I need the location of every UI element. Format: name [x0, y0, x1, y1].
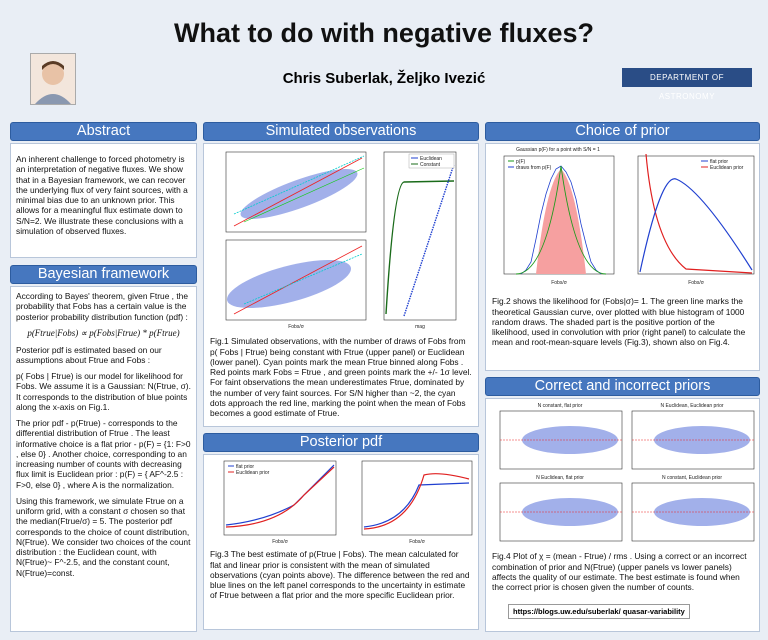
figure-3: flat prior Euclidean prior Fobs/σ Fobs/σ — [223, 460, 473, 545]
paragraph: According to Bayes' theorem, given Ftrue… — [16, 291, 188, 322]
prior-body: Gaussian p(F) for a point with S/N = 1 p… — [485, 143, 760, 371]
right-panel: Euclidean Constant mag — [383, 151, 457, 330]
panel-title: N constant, flat prior — [538, 403, 583, 409]
simulated-body: Fobs/σ Euclidean Constant mag Fig.1 Simu… — [203, 143, 479, 427]
axis-label: Fobs/σ — [409, 539, 426, 545]
legend-label: draws from p(F) — [516, 165, 552, 171]
section-heading: Correct and incorrect priors — [485, 377, 760, 396]
posterior-body: flat prior Euclidean prior Fobs/σ Fobs/σ… — [203, 454, 479, 630]
caption: Fig.2 shows the likelihood for (Fobs|σ)=… — [492, 296, 746, 348]
paragraph: An inherent challenge to forced photomet… — [16, 154, 188, 236]
priors-body: N constant, flat prior N Euclidean, Eucli… — [485, 398, 760, 632]
caption: Fig.3 The best estimate of p(Ftrue | Fob… — [210, 549, 470, 601]
lower-panel — [225, 239, 367, 321]
author-photo — [30, 53, 76, 105]
figure-2: Gaussian p(F) for a point with S/N = 1 p… — [503, 147, 755, 286]
link[interactable]: https://blogs.uw.edu/suberlak/ quasar-va… — [508, 604, 690, 619]
axis-label: mag — [415, 324, 425, 330]
paragraph: Posterior pdf is estimated based on our … — [16, 344, 162, 365]
axis-label: Fobs/σ — [551, 280, 568, 286]
legend-label: flat prior — [710, 159, 728, 165]
formula: p(Ftrue|Fobs) ∝ p(Fobs|Ftrue) * p(Ftrue) — [27, 327, 180, 338]
section-heading: Choice of prior — [485, 122, 760, 141]
panel-title: N Euclidean, flat prior — [536, 475, 584, 481]
affiliation-logo: DEPARTMENT OF ASTRONOMY — [622, 68, 752, 101]
figure-1: Fobs/σ Euclidean Constant mag — [225, 151, 457, 330]
axis-label: Fobs/σ — [288, 324, 305, 330]
legend-label: Euclidean prior — [236, 470, 270, 476]
legend-label: Constant — [420, 162, 441, 168]
axis-label: Fobs/σ — [272, 539, 289, 545]
panel-title: N Euclidean, Euclidean prior — [660, 403, 723, 409]
paragraph: p( Fobs | Ftrue) is our model for likeli… — [16, 371, 191, 412]
upper-panel — [225, 151, 367, 233]
legend-label: flat prior — [236, 464, 254, 470]
abstract-body: An inherent challenge to forced photomet… — [10, 143, 197, 258]
figure-4: N constant, flat prior N Euclidean, Eucli… — [499, 403, 755, 542]
legend-label: p(F) — [516, 159, 526, 165]
axis-label: Fobs/σ — [688, 280, 705, 286]
section-heading: Posterior pdf — [203, 433, 479, 452]
panel-title: N constant, Euclidean prior — [662, 475, 722, 481]
authors: Chris Suberlak, Željko Ivezić — [282, 70, 486, 87]
bayesian-body: According to Bayes' theorem, given Ftrue… — [10, 286, 197, 632]
section-heading: Abstract — [10, 122, 197, 141]
caption: Fig.4 Plot of χ = (mean - Ftrue) / rms .… — [492, 551, 747, 592]
paragraph: The prior pdf - p(Ftrue) - corresponds t… — [16, 418, 191, 490]
paragraph: Using this framework, we simulate Ftrue … — [16, 495, 191, 578]
panel-title: Gaussian p(F) for a point with S/N = 1 — [516, 147, 600, 153]
section-heading: Bayesian framework — [10, 265, 197, 284]
legend-label: Euclidean — [420, 156, 442, 162]
title: What to do with negative fluxes? — [173, 18, 595, 48]
section-heading: Simulated observations — [203, 122, 479, 141]
caption: Fig.1 Simulated observations, with the n… — [210, 336, 472, 418]
legend-label: Euclidean prior — [710, 165, 744, 171]
